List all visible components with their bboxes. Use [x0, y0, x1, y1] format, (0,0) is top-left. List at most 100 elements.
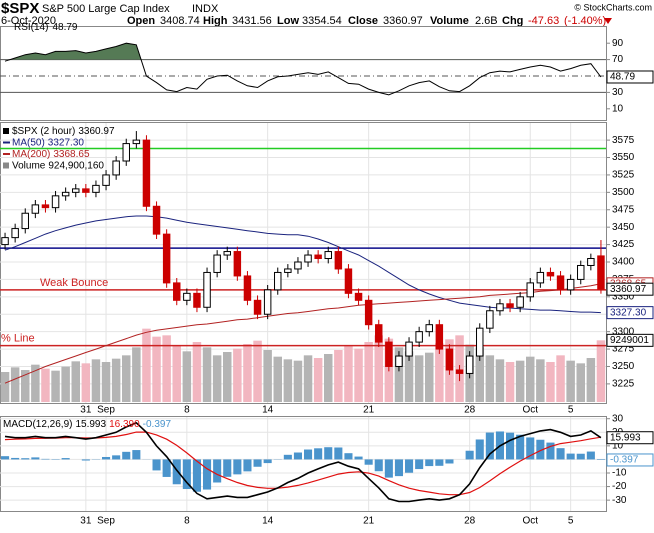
volume-bar: [112, 359, 120, 402]
volume-bar: [556, 355, 564, 402]
x-tick-label: 28: [464, 405, 476, 416]
histogram-bar: [375, 459, 383, 471]
histogram-bar: [486, 433, 494, 460]
candle-body: [285, 269, 291, 272]
legend-name: Volume: [12, 160, 46, 171]
volume-bar: [213, 355, 221, 402]
volume-box: 9249001: [607, 334, 653, 346]
x-tick-label: 14: [262, 405, 274, 416]
candle-body: [12, 229, 18, 238]
candle-body: [426, 325, 432, 332]
histogram-bar: [567, 454, 575, 460]
close-value-box: 3360.97: [607, 283, 653, 295]
histogram-bar: [102, 457, 110, 459]
histogram-value-box-text: -0.397: [610, 455, 639, 466]
candle-body: [446, 349, 452, 370]
histogram-bar: [173, 459, 181, 484]
x-tick-label: 5: [568, 405, 574, 416]
volume-bar: [61, 367, 69, 402]
volume-bar: [486, 355, 494, 402]
histogram-bar: [466, 451, 474, 460]
volume-bar: [82, 363, 90, 402]
candle-body: [497, 304, 503, 311]
candle-body: [406, 342, 412, 356]
histogram-bar: [153, 459, 161, 470]
candle-body: [163, 234, 169, 283]
candle-body: [578, 265, 584, 279]
candle-body: [355, 293, 361, 300]
y-tick-label: 90: [612, 38, 624, 49]
histogram-bar: [405, 459, 413, 472]
histogram-bar: [304, 450, 312, 460]
legend-name: $SPX (2 hour): [12, 126, 75, 137]
volume-bar: [566, 361, 574, 402]
low-value: 3354.54: [302, 15, 342, 27]
histogram-bar: [355, 457, 363, 460]
volume-bar: [132, 347, 140, 402]
histogram-bar: [62, 458, 70, 459]
volume-bar: [102, 362, 110, 402]
y-tick-label: -30: [612, 495, 627, 506]
volume-bar: [284, 359, 292, 402]
y-tick-label: 3500: [612, 187, 635, 198]
legend-value: 3327.30: [48, 137, 85, 148]
volume-bar: [11, 367, 19, 402]
change-label: Chg: [502, 15, 523, 27]
histogram-bar: [365, 459, 373, 464]
volume-bar: [425, 353, 433, 402]
histogram-bar: [31, 457, 39, 459]
candle-body: [194, 293, 200, 307]
ma-value-box: 3327.30: [607, 307, 653, 319]
histogram-bar: [577, 454, 585, 460]
y-tick-label: 3525: [612, 170, 635, 181]
candle-body: [386, 342, 392, 366]
macd-value-box-text: 15.993: [610, 432, 641, 443]
legend-entry: MA(50)3327.30: [12, 137, 84, 148]
y-tick-label: -20: [612, 481, 627, 492]
volume-bar: [304, 355, 312, 402]
histogram-bar: [334, 447, 342, 459]
histogram-bar: [587, 452, 595, 460]
close-value-box-text: 3360.97: [610, 284, 647, 295]
candle-body: [588, 259, 594, 266]
volume-bar: [294, 361, 302, 402]
candle-body: [133, 140, 139, 143]
x-tick-label: 8: [184, 516, 190, 527]
low-label: Low: [277, 15, 299, 27]
volume-bar: [597, 340, 605, 402]
change-percent: (-1.40%): [564, 15, 606, 27]
histogram-bar: [506, 433, 514, 460]
candle-body: [214, 255, 220, 272]
candle-body: [517, 297, 523, 307]
rsi-value-box-text: 48.79: [610, 72, 635, 83]
volume-bar: [314, 358, 322, 402]
volume-bar: [364, 342, 372, 402]
volume-bar: [72, 361, 80, 402]
volume-bar: [203, 347, 211, 402]
volume-box-text: 9249001: [610, 335, 649, 346]
volume-bar: [546, 362, 554, 402]
volume-bar: [496, 359, 504, 402]
candle-body: [234, 252, 240, 276]
volume-bar: [354, 349, 362, 402]
x-tick-label: 21: [363, 516, 375, 527]
candle-body: [305, 255, 311, 262]
candle-body: [174, 283, 180, 300]
volume-bar: [173, 345, 181, 402]
histogram-bar: [264, 459, 272, 463]
volume-label: Volume: [430, 15, 469, 27]
volume-bar: [516, 361, 524, 402]
macd-value: 15.993: [75, 419, 106, 430]
candle-body: [22, 213, 28, 228]
volume-bar: [526, 357, 534, 402]
volume-bar: [243, 344, 251, 402]
open-label: Open: [127, 15, 155, 27]
histogram-bar: [243, 459, 251, 471]
histogram-bar: [294, 453, 302, 460]
high-label: High: [203, 15, 228, 27]
x-tick-label: 28: [464, 516, 476, 527]
candle-body: [73, 189, 79, 192]
line-label: % Line: [1, 332, 35, 344]
